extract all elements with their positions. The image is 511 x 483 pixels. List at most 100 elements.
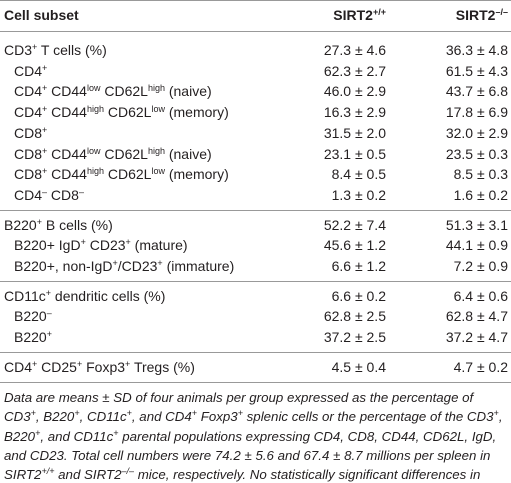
row-label: B220+ IgD+ CD23+ (mature) xyxy=(14,235,188,255)
value-cell: 37.2 ± 4.7 xyxy=(445,329,508,346)
value-cell: 23.5 ± 0.3 xyxy=(445,145,508,162)
row-label: B220+, non-IgD+/CD23+ (immature) xyxy=(14,256,234,276)
superscript: + xyxy=(191,408,198,419)
text-segment: B220 xyxy=(4,216,37,233)
row-label: CD11c+ dendritic cells (%) xyxy=(4,286,165,306)
superscript: + xyxy=(74,408,80,419)
text-segment: (mature) xyxy=(130,237,188,254)
text-segment: B220+ IgD xyxy=(14,237,81,254)
value-cell: 1.6 ± 0.2 xyxy=(453,186,508,203)
value-cell: 4.5 ± 0.4 xyxy=(331,358,386,375)
row-label: CD4+ CD44high CD62Llow (memory) xyxy=(14,102,229,122)
superscript: high xyxy=(86,104,104,115)
text-segment: CD62L xyxy=(103,104,152,121)
superscript: + xyxy=(36,216,42,227)
value-cell: 27.3 ± 4.6 xyxy=(323,42,386,58)
text-segment: (immature) xyxy=(162,258,235,274)
superscript: –/– xyxy=(495,7,508,17)
text-segment: , CD11c xyxy=(79,409,127,425)
superscript: + xyxy=(493,408,499,419)
text-segment: CD44 xyxy=(47,83,87,100)
text-segment: , B220 xyxy=(4,409,503,444)
row-label: B220+ B cells (%) xyxy=(4,215,113,235)
superscript: – xyxy=(42,186,48,197)
value-cell: 36.3 ± 4.8 xyxy=(445,42,508,58)
superscript: + xyxy=(42,62,48,73)
value-cell: 6.4 ± 0.6 xyxy=(453,287,508,304)
text-segment: (memory) xyxy=(164,166,229,183)
text-segment: B220 xyxy=(14,308,47,325)
value-cell: 62.8 ± 2.5 xyxy=(323,308,386,325)
text-segment: , and CD11c xyxy=(40,428,114,444)
superscript: + xyxy=(32,42,38,52)
text-segment: dendritic cells (%) xyxy=(51,287,166,304)
superscript: + xyxy=(46,329,52,340)
value-cell: 51.3 ± 3.1 xyxy=(445,216,508,233)
superscript: + xyxy=(35,427,41,438)
footnote: Data are means ± SD of four animals per … xyxy=(4,388,504,483)
superscript: + xyxy=(42,166,48,177)
text-segment: CD62L xyxy=(100,83,148,100)
superscript: high xyxy=(147,83,165,94)
row-label: B220+ xyxy=(14,327,52,347)
text-segment: CD4 xyxy=(14,83,43,100)
text-segment: , and CD4 xyxy=(131,409,192,425)
header-label: Cell subset xyxy=(4,7,79,23)
group-rule xyxy=(0,381,511,383)
superscript: + xyxy=(157,258,163,268)
superscript: – xyxy=(78,186,84,197)
text-segment: Data are means ± SD of four animals per … xyxy=(4,390,474,425)
row-label: CD8+ CD44high CD62Llow (memory) xyxy=(14,164,229,184)
superscript: + xyxy=(42,124,48,135)
text-segment: CD4 xyxy=(14,186,43,203)
superscript: –/– xyxy=(121,466,135,477)
text-segment: CD62L xyxy=(100,145,148,162)
text-segment: SIRT2 xyxy=(455,7,496,23)
text-segment: CD23 xyxy=(85,237,126,254)
superscript: + xyxy=(45,287,52,298)
header-ko: SIRT2–/– xyxy=(380,5,508,25)
header-wt: SIRT2+/+ xyxy=(250,5,386,25)
text-segment: Foxp3 xyxy=(197,409,238,425)
text-segment: CD11c xyxy=(4,287,46,304)
text-segment: CD4 xyxy=(14,62,43,79)
value-cell: 44.1 ± 0.9 xyxy=(445,237,508,254)
superscript: + xyxy=(42,145,48,156)
superscript: + xyxy=(76,358,83,369)
text-segment: (memory) xyxy=(164,104,229,121)
value-cell: 6.6 ± 1.2 xyxy=(331,258,386,274)
row-label: CD4+ CD44low CD62Lhigh (naive) xyxy=(14,81,212,101)
row-label: CD4+ xyxy=(14,61,47,81)
value-cell: 62.3 ± 2.7 xyxy=(323,62,386,79)
superscript: + xyxy=(42,104,48,115)
superscript: + xyxy=(30,408,36,419)
superscript: low xyxy=(151,166,165,177)
text-segment: splenic cells or the percentage of the C… xyxy=(242,409,494,425)
text-segment: T cells (%) xyxy=(37,42,107,58)
text-segment: CD44 xyxy=(47,104,87,121)
group-rule xyxy=(0,209,511,211)
superscript: + xyxy=(80,237,86,248)
text-segment: /CD23 xyxy=(117,258,158,274)
text-segment: CD4 xyxy=(14,104,43,121)
text-segment: CD3 xyxy=(4,42,33,58)
text-segment: CD25 xyxy=(37,358,77,375)
group-rule xyxy=(0,280,511,282)
text-segment: SIRT2 xyxy=(333,7,373,23)
header-rule xyxy=(0,31,511,32)
value-cell: 32.0 ± 2.9 xyxy=(445,124,508,141)
row-label: CD8+ CD44low CD62Lhigh (naive) xyxy=(14,144,212,164)
superscript: low xyxy=(151,104,165,115)
superscript: + xyxy=(125,237,131,248)
value-cell: 8.5 ± 0.3 xyxy=(453,166,508,183)
top-rule xyxy=(0,0,511,1)
text-segment: B220+, non-IgD xyxy=(14,258,113,274)
superscript: high xyxy=(147,145,165,156)
value-cell: 8.4 ± 0.5 xyxy=(331,166,386,183)
text-segment: (naive) xyxy=(164,145,212,162)
superscript: + xyxy=(112,258,118,268)
text-segment: (naive) xyxy=(164,83,212,100)
text-segment: CD62L xyxy=(103,166,152,183)
text-segment: CD44 xyxy=(47,145,87,162)
